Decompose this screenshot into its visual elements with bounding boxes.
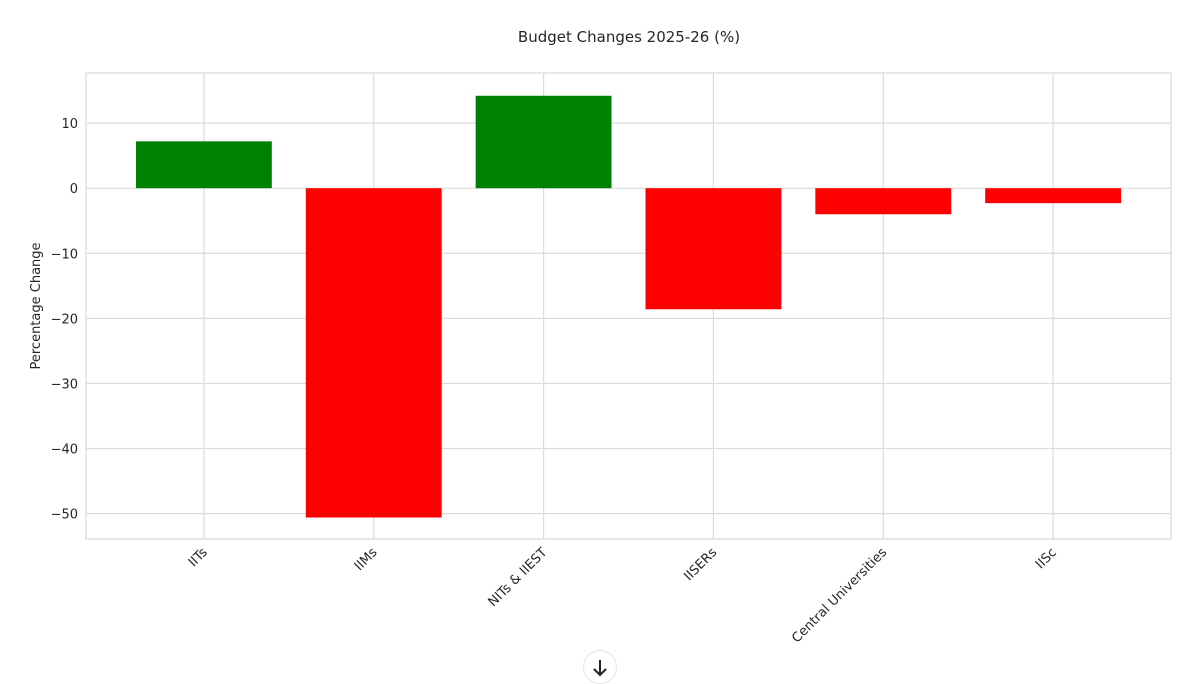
bar-iisc [985, 188, 1122, 204]
x-tick-label: IISERs [681, 545, 720, 584]
y-tick-label: −30 [51, 377, 78, 392]
x-tick-label: NITs & IIEST [486, 545, 551, 610]
arrow-down-icon [593, 660, 607, 677]
plot-frame [85, 72, 1172, 540]
y-tick-label: −10 [51, 247, 78, 262]
x-tick-label: IISc [1033, 545, 1060, 572]
bar-iims [305, 188, 442, 518]
bar-nits-iiest [475, 95, 612, 189]
y-tick-label: −40 [51, 443, 78, 458]
bar-iits [135, 141, 272, 189]
scroll-down-button[interactable] [583, 650, 617, 684]
y-axis-label: Percentage Change [29, 242, 44, 369]
bar-iisers [645, 188, 782, 310]
x-tick-label: IIMs [352, 545, 381, 574]
y-tick-label: −50 [51, 508, 78, 523]
y-tick-label: 0 [70, 182, 78, 197]
chart-title: Budget Changes 2025-26 (%) [518, 28, 740, 46]
x-tick-label: Central Universities [789, 545, 890, 646]
bar-central-universities [815, 188, 952, 215]
y-tick-label: 10 [61, 117, 78, 132]
y-tick-label: −20 [51, 312, 78, 327]
x-tick-label: IITs [186, 545, 211, 570]
